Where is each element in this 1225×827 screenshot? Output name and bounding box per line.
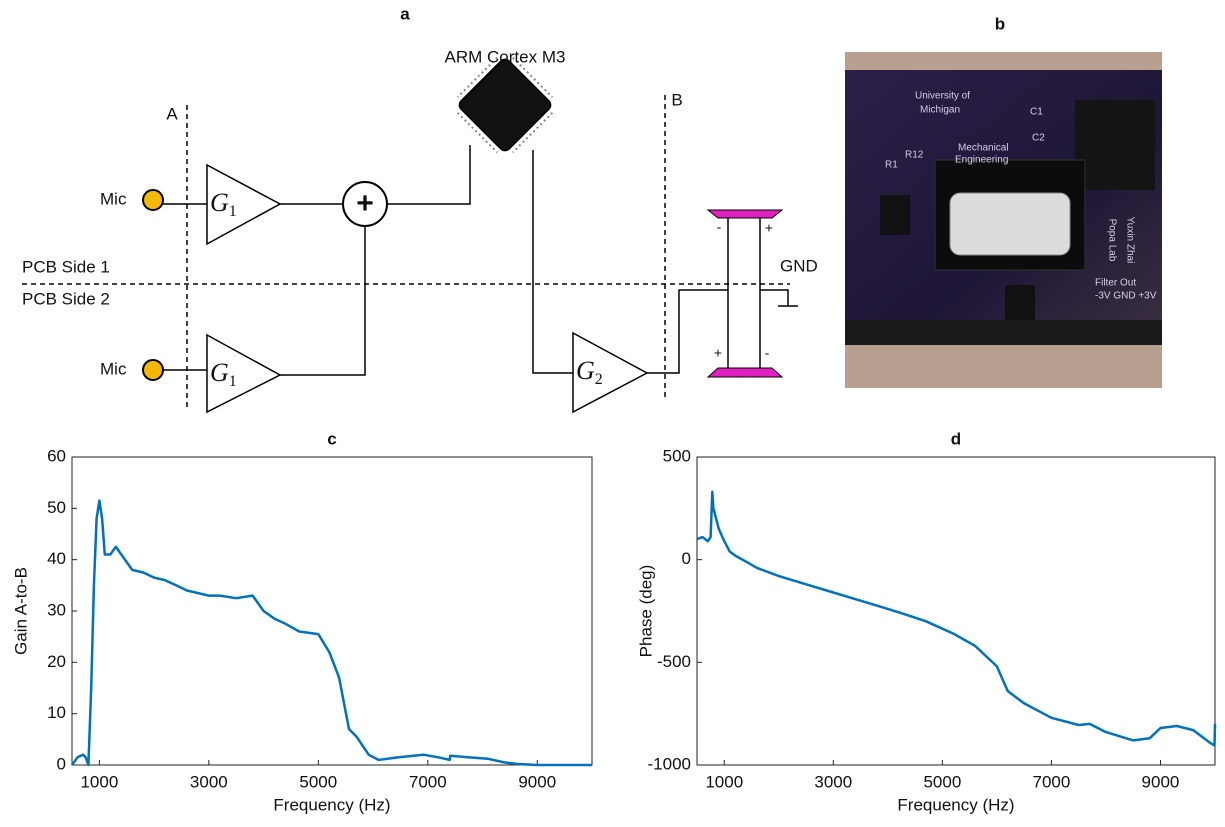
board-text: R1 [885,160,898,171]
y-tick-label: 500 [663,446,691,465]
y-tick-label: 0 [57,754,66,773]
y-tick-label: 50 [47,498,66,517]
board-text: Mechanical [958,143,1009,154]
x-tick-label: 3000 [190,772,228,791]
wire [760,290,788,306]
ground-label: GND [780,256,818,275]
mic [143,190,163,210]
x-tick-label: 9000 [518,772,556,791]
component [1005,285,1035,320]
processor-label: ARM Cortex M3 [445,47,566,66]
board-text: C1 [1030,107,1043,118]
y-axis-label: Gain A-to-B [11,567,30,655]
x-tick-label: 1000 [80,772,118,791]
x-tick-label: 9000 [1142,772,1180,791]
x-tick-label: 7000 [1033,772,1071,791]
connector [845,320,1162,345]
x-tick-label: 3000 [814,772,852,791]
component [1075,100,1155,190]
speaker-plate [708,368,782,377]
x-axis-label: Frequency (Hz) [273,795,390,814]
y-tick-label: 40 [47,549,66,568]
gain-label: G2 [576,356,603,388]
mic [143,360,163,380]
gain-label: G1 [210,358,237,390]
terminal-label: - [717,219,722,235]
data-line [72,501,592,765]
chip-body [457,57,553,153]
x-tick-label: 5000 [923,772,961,791]
x-axis-label: Frequency (Hz) [897,795,1014,814]
board-text: Popa Lab [1106,219,1117,262]
y-tick-label: 30 [47,600,66,619]
x-tick-label: 1000 [705,772,743,791]
board-text: Michigan [920,105,960,116]
plot-frame [697,457,1215,765]
component [880,195,910,235]
y-tick-label: -500 [657,652,691,671]
mic-label: Mic [100,359,127,378]
sensor-window [950,193,1070,255]
figure: a ARM Cortex M3 A B PCB Side 1 PCB Side … [0,0,1225,822]
y-axis-label: Phase (deg) [636,565,655,658]
terminal-label: + [765,220,773,236]
plot-frame [72,457,592,765]
data-line [697,492,1215,746]
mic-label: Mic [100,189,127,208]
speaker-plate [708,210,782,218]
wire [533,150,573,373]
photo: University of Michigan Mechanical Engine… [845,52,1162,388]
board-text: R12 [905,150,924,161]
panel-label: b [995,14,1005,33]
board-text: Filter Out [1095,278,1136,289]
plane-label: B [671,90,682,109]
panel-label: a [400,4,410,23]
terminal-label: + [714,345,722,361]
wire [280,226,365,375]
terminal-label: - [765,345,770,361]
schematic-labels: a ARM Cortex M3 A B PCB Side 1 PCB Side … [22,4,818,389]
chart-title: d [951,429,961,448]
chart-title: c [327,429,336,448]
x-tick-label: 7000 [409,772,447,791]
board-text: C2 [1032,133,1045,144]
y-tick-label: 0 [682,549,691,568]
summer-label: + [356,187,374,220]
y-tick-label: 60 [47,446,66,465]
y-tick-label: 20 [47,652,66,671]
y-tick-label: 10 [47,703,66,722]
x-tick-label: 5000 [299,772,337,791]
board-text: Engineering [955,155,1008,166]
pcb-label: PCB Side 2 [22,289,110,308]
board-text: -3V GND +3V [1095,291,1157,302]
wire [387,145,470,204]
pcb-label: PCB Side 1 [22,257,110,276]
gain-label: G1 [210,188,237,220]
board-text: Yuxin Zhai [1124,217,1135,264]
plane-label: A [166,104,178,123]
board-text: University of [915,91,970,102]
y-tick-label: -1000 [648,754,691,773]
